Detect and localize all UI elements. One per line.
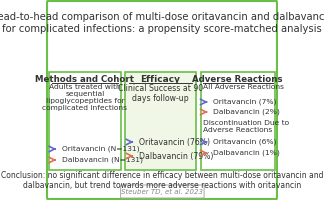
Text: Dalbavancin (2%): Dalbavancin (2%) [213, 109, 280, 115]
FancyBboxPatch shape [47, 1, 277, 199]
Text: All Adverse Reactions: All Adverse Reactions [203, 84, 284, 90]
Text: Clinical Success at 90
days follow-up: Clinical Success at 90 days follow-up [118, 84, 203, 103]
Bar [49, 72, 121, 170]
Text: Steuber TD, et al. 2023: Steuber TD, et al. 2023 [121, 188, 203, 195]
Bar [125, 72, 196, 170]
Text: Head-to-head comparison of multi-dose oritavancin and dalbavancin
for complicate: Head-to-head comparison of multi-dose or… [0, 12, 324, 34]
Text: Oritavancin (7%): Oritavancin (7%) [213, 99, 276, 105]
Text: Methods and Cohort: Methods and Cohort [35, 75, 134, 84]
Text: Conclusion: no significant difference in efficacy between multi-dose oritavancin: Conclusion: no significant difference in… [1, 171, 323, 190]
Text: Oritavancin (N=131): Oritavancin (N=131) [62, 146, 140, 152]
Bar [201, 72, 275, 170]
Text: Discontinuation Due to
Adverse Reactions: Discontinuation Due to Adverse Reactions [203, 120, 290, 133]
Text: Dalbavancin (N=131): Dalbavancin (N=131) [62, 157, 143, 163]
Text: Adults treated with
sequential
lipoglycopeptides for
complicated infections: Adults treated with sequential lipoglyco… [42, 84, 127, 111]
Text: Oritavancin (76%): Oritavancin (76%) [139, 138, 210, 146]
Text: Oritavancin (6%): Oritavancin (6%) [213, 139, 276, 145]
Text: Efficacy: Efficacy [141, 75, 180, 84]
FancyBboxPatch shape [121, 185, 204, 198]
Text: Dalbavancin (1%): Dalbavancin (1%) [213, 150, 280, 156]
Text: Dalbavancin (79%): Dalbavancin (79%) [139, 152, 214, 160]
Text: Adverse Reactions: Adverse Reactions [192, 75, 283, 84]
